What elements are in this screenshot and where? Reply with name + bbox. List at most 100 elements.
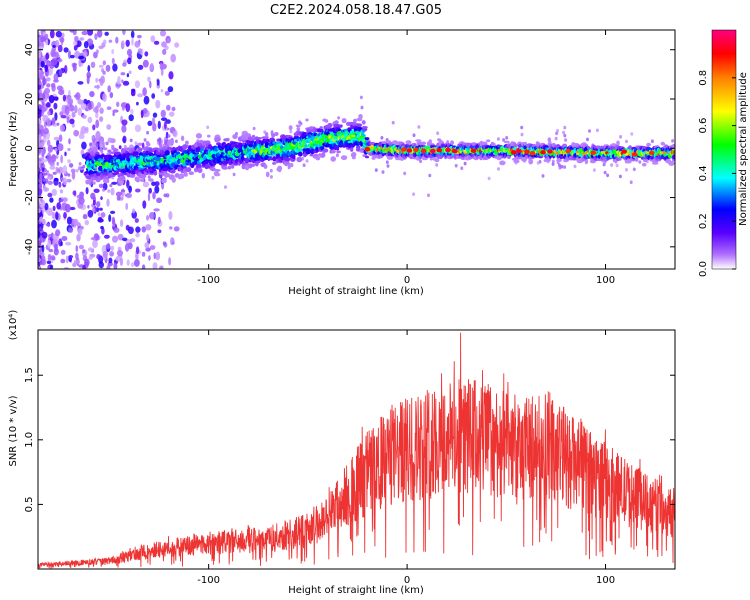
spectrogram-cell [72,63,77,72]
spectrogram-cell [61,236,68,241]
spectrogram-cell [130,108,134,115]
spectrogram-cell [41,219,46,225]
spectrogram-cell [58,134,63,142]
spectrogram-cell [62,165,68,174]
spectrogram-cell [134,141,138,145]
spectrogram-cell [547,137,551,142]
spectrogram-cell [214,137,221,142]
spectrogram-cell [148,187,152,194]
spectrogram-cell [115,36,119,44]
spectrogram-cell [59,69,63,76]
spectrogram-cell [130,30,135,39]
spectrogram-cell [71,171,76,180]
spectrogram-cell [120,72,126,76]
spectrogram-cell [406,148,413,153]
spectrogram-cell [152,262,158,269]
spectrogram-cell [42,32,47,36]
spectrogram-cell [551,159,555,164]
spectrogram-cell [144,51,149,57]
spectrogram-cell [121,79,124,83]
spectrogram-cell [62,94,66,102]
spectrogram-cell [178,173,185,179]
spectrogram-cell [92,199,96,206]
spectrogram-cell [625,139,628,144]
spectrogram-cell [140,174,147,179]
spectrogram-cell [630,132,634,136]
spectrogram-cell [634,157,639,162]
spectrogram-cell [149,80,152,89]
spectrogram-cell [166,104,171,111]
spectrogram-cell [672,150,675,155]
spectrogram-cell [56,202,61,210]
spectrogram-cell [201,172,205,179]
spectrogram-cell [95,119,100,129]
spectrogram-cell [264,132,269,137]
spectrogram-cell [122,237,128,242]
spectrogram-frame [37,29,676,270]
spectrogram-cell [49,165,56,170]
spectrogram-cell [251,134,256,140]
spectrogram-cell [381,170,385,174]
spectrogram-cell [142,181,150,188]
spectrogram-cell [618,174,622,179]
spectrogram-cell [173,226,180,232]
spectrogram-cell [57,143,64,152]
snr-frame [37,329,676,570]
spectrogram-cell [148,178,154,182]
spectrogram-cell [122,62,127,67]
spectrogram-cell [111,181,118,185]
spectrogram-cell [359,95,363,100]
spectrogram-cell [162,48,167,56]
spectrogram-cell [249,163,256,167]
spectrogram-cell [101,154,105,158]
spectrogram-ytick-label: 0 [24,145,35,151]
spectrogram-cell [135,246,140,254]
spectrogram-cell [362,128,368,132]
spectrogram-cell [269,175,273,179]
spectrogram-cell [143,95,150,105]
spectrogram-cell [42,178,46,182]
spectrogram-cell [67,147,71,152]
spectrogram-cell [562,130,566,135]
spectrogram-cell [82,164,86,169]
spectrogram-cell [58,89,65,96]
spectrogram-cell [263,164,268,169]
spectrogram-cell [76,194,80,199]
spectrogram-cell [47,176,52,180]
spectrogram-cell [155,251,161,261]
spectrogram-cell [171,177,176,183]
spectrogram-cell [49,197,54,203]
spectrogram-cell [596,145,601,149]
spectrogram-cell [67,98,74,105]
spectrogram-cell [102,188,106,192]
spectrogram-cell [106,242,111,250]
spectrogram-cell [127,226,134,235]
spectrogram-cell [417,125,421,129]
spectrogram-cell [42,163,46,168]
spectrogram-cell [271,133,276,138]
spectrogram-cell [463,161,467,166]
spectrogram-cell [145,224,152,231]
spectrogram-cell [169,226,173,230]
spectrogram-cell [157,216,161,225]
spectrogram-cell [105,64,111,72]
spectrogram-cell [142,200,147,209]
spectrogram-cell [435,163,439,167]
spectrogram-cell [59,124,65,132]
spectrogram-cell [592,168,596,172]
spectrogram-cell [141,251,146,257]
spectrogram-cell [565,148,571,154]
spectrogram-cell [391,120,395,125]
spectrogram-cell [47,173,51,177]
snr-series-line [38,332,675,569]
spectrogram-cell [77,107,83,116]
spectrogram-cell [49,30,55,39]
spectrogram-cell [119,176,126,181]
spectrogram-cell [66,116,70,124]
spectrogram-cell [351,151,357,158]
spectrogram-cell [122,80,130,86]
spectrogram-cell [335,145,340,151]
spectrogram-cell [106,106,112,110]
spectrogram-cell [364,137,370,141]
snr-xtick-label: 100 [596,575,615,586]
